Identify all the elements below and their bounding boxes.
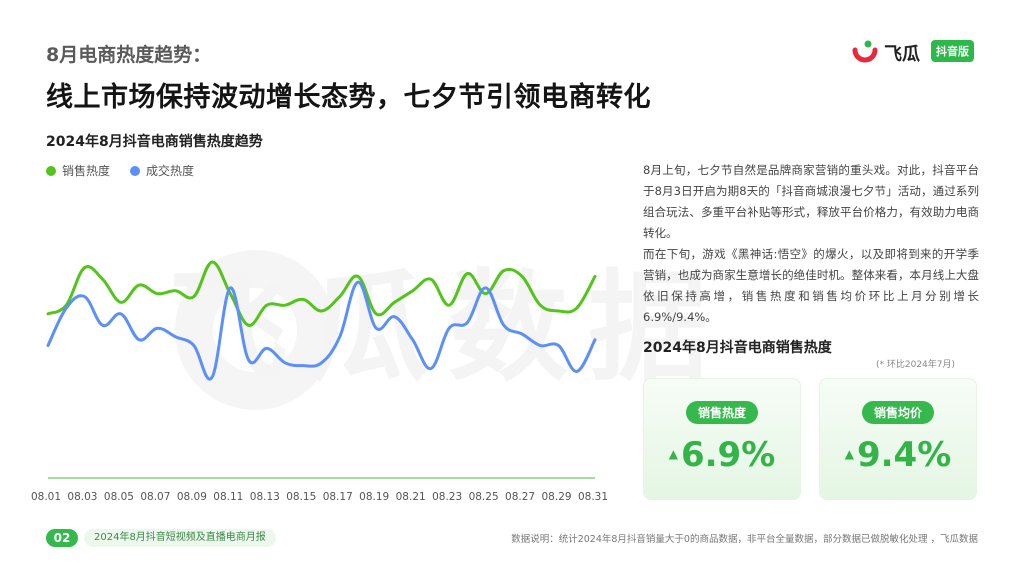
legend-label-deals: 成交热度 — [146, 164, 195, 178]
up-arrow-icon: ▲ — [668, 446, 678, 461]
data-source-note: 数据说明：统计2024年8月抖音销量大于0的商品数据，非平台全量数据，部分数据已… — [511, 534, 978, 545]
kpi-label: 销售热度 — [685, 401, 759, 424]
kpi-value: ▲6.9% — [644, 435, 800, 475]
kpi-card-sales-heat: 销售热度 ▲6.9% — [643, 378, 801, 500]
x-tick-label: 08.23 — [432, 491, 462, 503]
page-number: 02 — [46, 529, 78, 547]
kpi-value-text: 9.4% — [856, 435, 952, 475]
x-tick-label: 08.31 — [578, 491, 608, 503]
description-paragraph-2: 而在下旬，游戏《黑神话:悟空》的爆火，以及即将到来的开学季营销，也成为商家生意增… — [643, 247, 979, 324]
x-tick-label: 08.07 — [140, 491, 170, 503]
x-tick-label: 08.05 — [104, 491, 134, 503]
x-tick-label: 08.27 — [505, 491, 535, 503]
legend-dot-sales — [46, 165, 56, 176]
chart-title: 2024年8月抖音电商销售热度趋势 — [46, 134, 263, 150]
page-headline: 线上市场保持波动增长态势，七夕节引领电商转化 — [46, 82, 651, 113]
series-line-sales-heat — [46, 260, 597, 327]
brand-logo: 飞瓜 抖音版 — [852, 38, 982, 65]
kpi-title: 2024年8月抖音电商销售热度 — [643, 340, 832, 356]
kpi-value: ▲9.4% — [820, 435, 976, 475]
x-tick-label: 08.09 — [177, 491, 207, 503]
x-tick-label: 08.11 — [213, 491, 243, 503]
series-line-deal-heat — [46, 280, 597, 381]
legend-dot-deals — [130, 165, 141, 176]
description-paragraph-1: 8月上旬，七夕节自然是品牌商家营销的重头戏。对此，抖音平台于8月3日开启为期8天… — [643, 163, 979, 240]
brand-badge: 抖音版 — [931, 40, 974, 62]
report-name: 2024年8月抖音短视频及直播电商月报 — [84, 529, 276, 547]
kpi-value-text: 6.9% — [680, 435, 776, 475]
x-tick-label: 08.15 — [286, 491, 316, 503]
kpi-note: (* 环比2024年7月) — [876, 360, 956, 370]
x-tick-label: 08.19 — [359, 491, 389, 503]
kpi-label: 销售均价 — [861, 401, 935, 424]
legend-item-sales: 销售热度 — [46, 162, 110, 179]
section-eyebrow: 8月电商热度趋势： — [46, 44, 212, 66]
legend-item-deals: 成交热度 — [130, 162, 194, 179]
up-arrow-icon: ▲ — [844, 446, 854, 461]
melon-logo-icon — [852, 40, 878, 63]
x-tick-label: 08.01 — [31, 491, 61, 503]
description-text: 8月上旬，七夕节自然是品牌商家营销的重头戏。对此，抖音平台于8月3日开启为期8天… — [643, 160, 979, 328]
x-tick-label: 08.13 — [250, 491, 280, 503]
legend-label-sales: 销售热度 — [62, 164, 111, 178]
x-tick-label: 08.17 — [323, 491, 353, 503]
brand-name: 飞瓜 — [884, 44, 920, 65]
chart-legend: 销售热度 成交热度 — [46, 162, 194, 179]
kpi-card-avg-price: 销售均价 ▲9.4% — [819, 378, 977, 500]
x-tick-label: 08.29 — [542, 491, 572, 503]
x-tick-label: 08.03 — [67, 491, 97, 503]
x-tick-label: 08.25 — [469, 491, 499, 503]
x-tick-label: 08.21 — [396, 491, 426, 503]
